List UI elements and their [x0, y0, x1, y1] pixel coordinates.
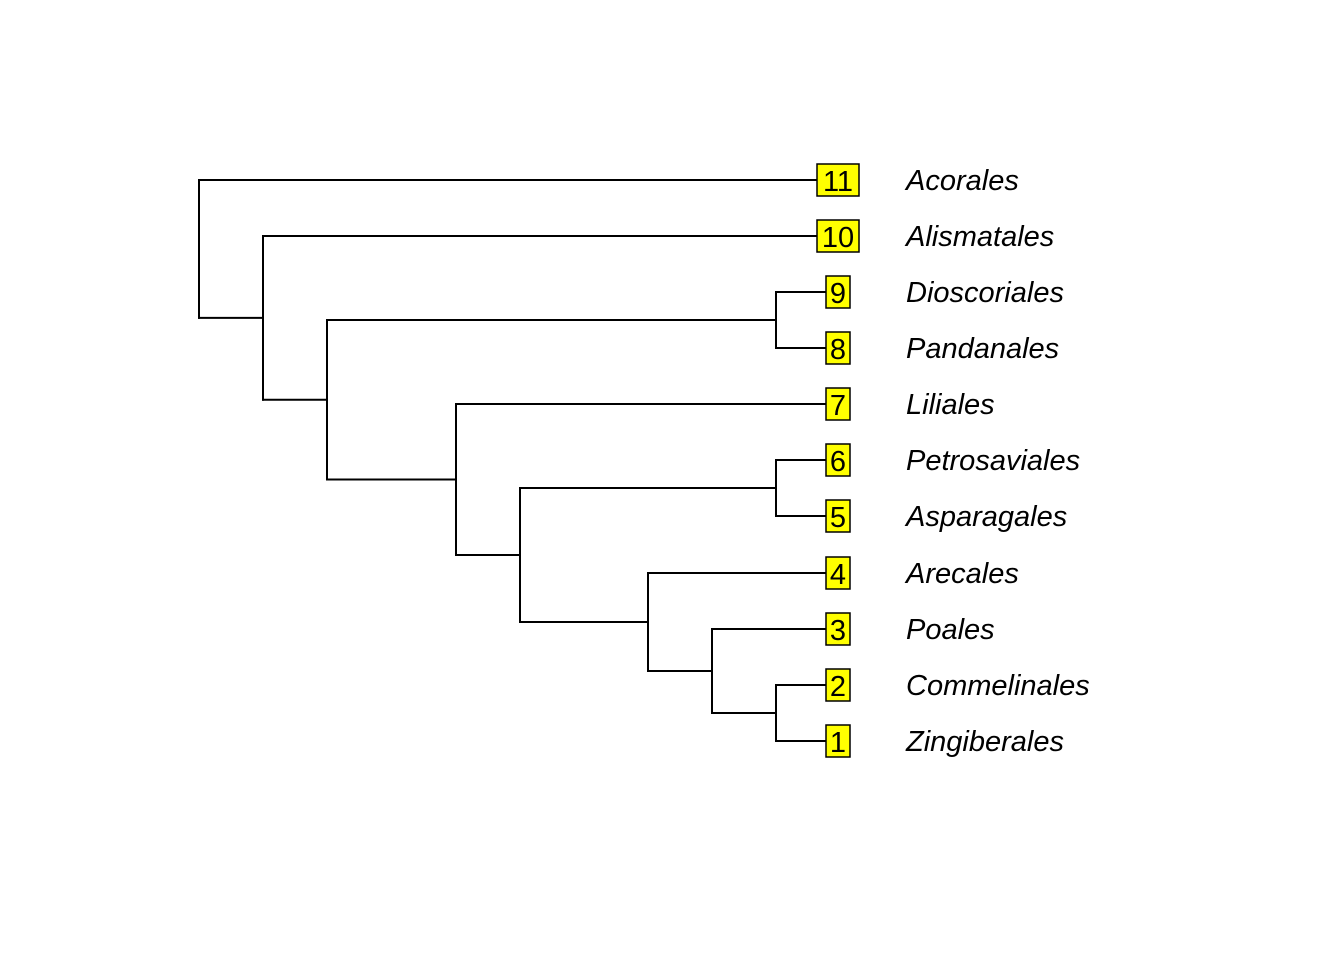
taxon-label: Zingiberales: [905, 726, 1064, 758]
taxon-label: Dioscoriales: [906, 277, 1064, 309]
tip-number-box: [816, 163, 860, 197]
taxon-label: Pandanales: [906, 333, 1059, 365]
tip-number-box: [825, 443, 851, 477]
taxon-label: Alismatales: [904, 221, 1054, 253]
tip-number-box: [825, 724, 851, 758]
taxon-label: Liliales: [906, 389, 995, 421]
tip-number: 11: [823, 166, 853, 198]
tip-number: 8: [830, 334, 846, 366]
taxon-label: Poales: [906, 614, 995, 646]
tip-number-box: [825, 612, 851, 646]
tip-number-box: [825, 499, 851, 533]
taxon-label: Asparagales: [904, 501, 1067, 533]
tip-number: 6: [830, 446, 846, 478]
tip-number: 5: [830, 502, 846, 534]
tip-number: 7: [830, 390, 846, 422]
taxon-label: Petrosaviales: [906, 445, 1080, 477]
tip-number-box: [816, 219, 860, 253]
tip-number-box: [825, 556, 851, 590]
taxon-label: Acorales: [904, 165, 1019, 197]
tip-number-box: [825, 331, 851, 365]
tip-number: 9: [830, 278, 846, 310]
taxon-label: Arecales: [904, 558, 1019, 590]
tip-number-box: [825, 387, 851, 421]
tip-number: 10: [822, 222, 854, 254]
tree-branches: [198, 179, 839, 742]
tip-number-box: [825, 668, 851, 702]
taxon-label: Commelinales: [906, 670, 1090, 702]
tree-tips: 11 Acorales 10 Alismatales 9 Dioscoriales 8 Pan…: [816, 163, 1090, 759]
tip-number: 2: [830, 671, 846, 703]
tip-number: 3: [830, 615, 846, 647]
tip-number: 1: [830, 727, 846, 759]
tip-number-box: [825, 275, 851, 309]
tip-number: 4: [830, 559, 846, 591]
